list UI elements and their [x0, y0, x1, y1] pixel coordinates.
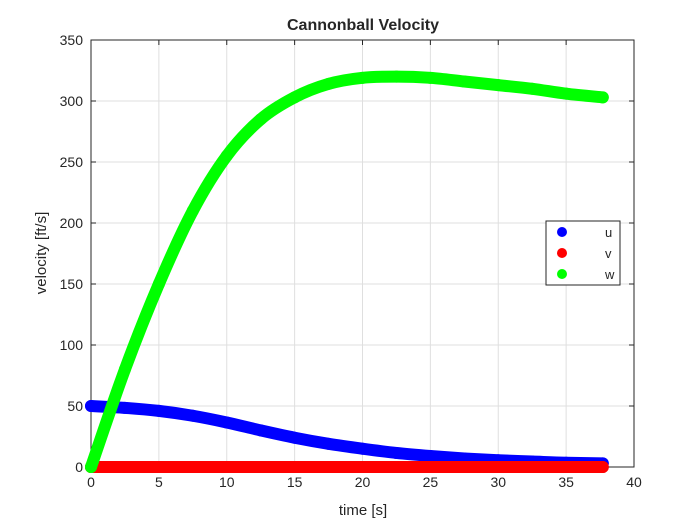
- data-point-u: [288, 431, 301, 444]
- x-tick-label: 30: [490, 474, 506, 490]
- y-tick-label: 200: [60, 215, 84, 231]
- data-point-w: [322, 77, 335, 90]
- x-tick-label: 40: [626, 474, 642, 490]
- x-tick-label: 25: [423, 474, 439, 490]
- series-w: [85, 70, 609, 473]
- data-point-w: [288, 91, 301, 104]
- y-tick-label: 50: [67, 398, 83, 414]
- data-point-w: [220, 149, 233, 162]
- y-tick-label: 100: [60, 337, 84, 353]
- data-point-v: [424, 461, 437, 473]
- y-tick-label: 350: [60, 32, 84, 48]
- y-axis-label: velocity [ft/s]: [33, 212, 50, 295]
- data-point-u: [118, 401, 131, 414]
- legend-label-v: v: [605, 246, 612, 261]
- data-point-u: [152, 404, 165, 417]
- data-point-w: [390, 70, 403, 83]
- legend-marker-u: [557, 227, 567, 237]
- data-point-w: [118, 363, 131, 376]
- x-tick-label: 5: [155, 474, 163, 490]
- data-point-w: [85, 461, 97, 473]
- x-tick-label: 35: [558, 474, 574, 490]
- data-point-w: [152, 278, 165, 290]
- y-tick-label: 300: [60, 93, 84, 109]
- data-point-u: [322, 437, 335, 450]
- data-point-u: [356, 442, 369, 455]
- axis-ticks: 0 5 10 15 20 25 30 35 40 0 50 100 150 200 250 300 350: [60, 32, 642, 490]
- data-point-v: [356, 461, 369, 473]
- legend-label-w: w: [604, 267, 615, 282]
- x-tick-label: 10: [219, 474, 235, 490]
- legend-label-u: u: [605, 225, 612, 240]
- data-point-v: [560, 461, 573, 473]
- data-point-u: [220, 416, 233, 429]
- data-point-u: [254, 424, 267, 437]
- data-point-u: [186, 409, 199, 422]
- data-point-v: [152, 461, 165, 473]
- legend-marker-v: [557, 248, 567, 258]
- series-layer: [85, 70, 609, 474]
- data-point-w: [356, 71, 369, 84]
- series-u: [85, 400, 609, 470]
- data-point-w: [458, 75, 471, 88]
- x-tick-label: 0: [87, 474, 95, 490]
- data-point-w: [596, 91, 609, 104]
- data-point-w: [526, 82, 539, 95]
- legend: uvw: [545, 220, 621, 286]
- data-point-v: [288, 461, 301, 473]
- data-point-w: [560, 87, 573, 100]
- x-axis-label: time [s]: [339, 502, 387, 519]
- data-point-v: [596, 461, 609, 473]
- data-point-u: [424, 450, 437, 463]
- series-v: [85, 460, 609, 474]
- y-tick-label: 250: [60, 154, 84, 170]
- data-point-u: [390, 446, 403, 459]
- x-tick-label: 20: [355, 474, 371, 490]
- x-tick-label: 15: [287, 474, 303, 490]
- data-point-w: [424, 71, 437, 84]
- data-point-w: [492, 79, 505, 92]
- data-point-w: [254, 113, 267, 126]
- data-point-v: [492, 461, 505, 473]
- chart-title: Cannonball Velocity: [287, 17, 439, 34]
- data-point-v: [220, 461, 233, 473]
- data-point-w: [186, 204, 199, 217]
- data-point-u: [85, 400, 97, 412]
- y-tick-label: 150: [60, 276, 84, 292]
- y-tick-label: 0: [75, 459, 83, 475]
- legend-marker-w: [557, 269, 567, 279]
- series-u-trace: [85, 400, 609, 470]
